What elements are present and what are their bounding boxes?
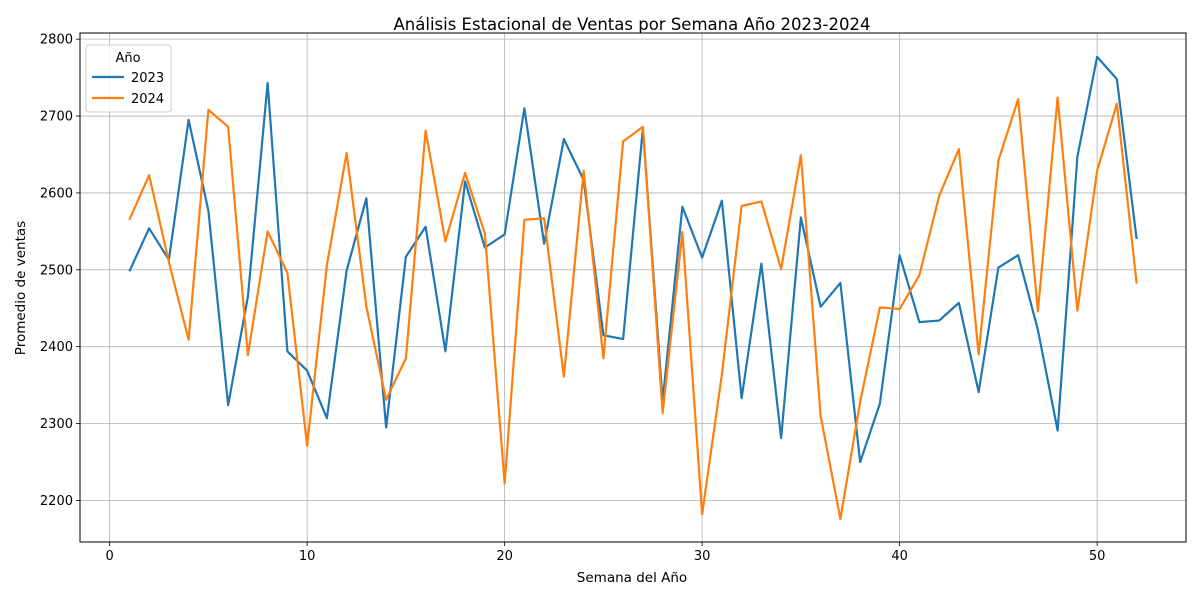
y-tick-label: 2400 [40, 340, 73, 355]
legend: Año 2023 2024 [85, 44, 172, 113]
x-tick-label: 50 [1089, 549, 1106, 564]
legend-title: Año [115, 51, 140, 66]
series-line-2024 [128, 96, 1138, 521]
y-tick-label: 2200 [40, 494, 73, 509]
x-tick-label: 20 [496, 549, 513, 564]
x-tick-label: 40 [891, 549, 908, 564]
x-tick-label: 10 [299, 549, 316, 564]
y-axis-ticks: 2200 2300 2400 2500 2600 2700 2800 [40, 33, 80, 509]
y-axis-title: Promedio de ventas [13, 221, 29, 355]
series-lines [128, 55, 1138, 521]
legend-label-2024: 2024 [131, 92, 164, 107]
y-tick-label: 2700 [40, 110, 73, 125]
x-tick-label: 30 [694, 549, 711, 564]
y-tick-label: 2300 [40, 417, 73, 432]
x-axis-ticks: 0 10 20 30 40 50 [105, 542, 1105, 564]
legend-box [85, 44, 172, 113]
y-tick-label: 2600 [40, 186, 73, 201]
chart-title: Análisis Estacional de Ventas por Semana… [394, 15, 871, 34]
x-tick-label: 0 [105, 549, 113, 564]
plot-frame [79, 32, 1187, 543]
y-tick-label: 2800 [40, 33, 73, 48]
legend-label-2023: 2023 [131, 71, 164, 86]
y-tick-label: 2500 [40, 263, 73, 278]
grid [80, 33, 1186, 542]
x-axis-title: Semana del Año [577, 570, 687, 586]
